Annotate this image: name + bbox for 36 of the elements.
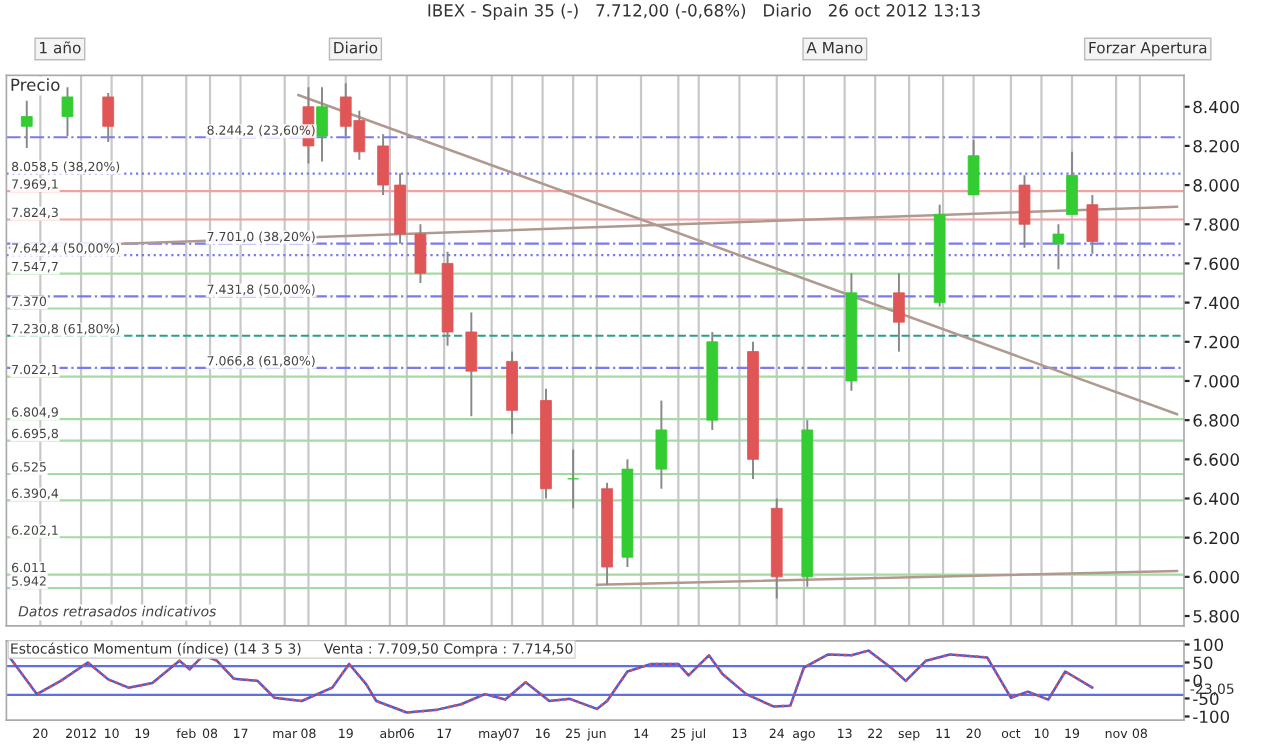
y-tick-label: 6.200 bbox=[1193, 531, 1239, 545]
y-tick-label: 7.800 bbox=[1193, 218, 1239, 231]
y-tick-label: 7.600 bbox=[1193, 257, 1239, 271]
chart-subtitle: Precio bbox=[11, 78, 60, 92]
y-tick-label: 8.000 bbox=[1193, 179, 1239, 192]
y-tick-label: 0 bbox=[1193, 674, 1202, 688]
y-tick-label: 8.400 bbox=[1193, 100, 1239, 114]
candlestick bbox=[567, 448, 579, 510]
y-tick-label: 8.200 bbox=[1193, 139, 1239, 153]
y-tick-label: 6.800 bbox=[1193, 414, 1239, 427]
y-tick-label: 7.200 bbox=[1193, 335, 1239, 349]
y-tick-label: -50 bbox=[1193, 692, 1219, 706]
y-tick-label: 5.800 bbox=[1193, 609, 1239, 623]
candlestick bbox=[893, 272, 905, 353]
candlestick bbox=[1018, 174, 1031, 249]
candlestick bbox=[655, 399, 668, 490]
candlestick bbox=[316, 86, 328, 163]
candlestick bbox=[414, 223, 427, 284]
y-tick-label: 7.400 bbox=[1193, 296, 1239, 310]
candlestick bbox=[967, 139, 980, 196]
y-tick-label: -100 bbox=[1193, 710, 1230, 724]
y-tick-label: 100 bbox=[1194, 638, 1224, 652]
y-tick-label: 6.000 bbox=[1193, 570, 1239, 584]
candlestick bbox=[102, 92, 115, 143]
candlestick bbox=[465, 311, 478, 418]
candlestick bbox=[1066, 150, 1078, 216]
y-tick-label: 6.400 bbox=[1193, 492, 1239, 506]
candlestick bbox=[20, 99, 33, 149]
candlestick bbox=[1086, 193, 1099, 255]
chart-title: IBEX - Spain 35 (-) 7.712,00 (-0,68%) Diario 26 oct 2012 13:13 bbox=[428, 3, 980, 20]
candlestick bbox=[377, 133, 389, 196]
candlestick bbox=[61, 86, 74, 138]
y-tick-label: 50 bbox=[1193, 656, 1213, 670]
y-tick-label: 6.600 bbox=[1193, 453, 1239, 466]
y-tick-label: 7.000 bbox=[1193, 374, 1239, 388]
candlestick bbox=[1052, 223, 1065, 271]
